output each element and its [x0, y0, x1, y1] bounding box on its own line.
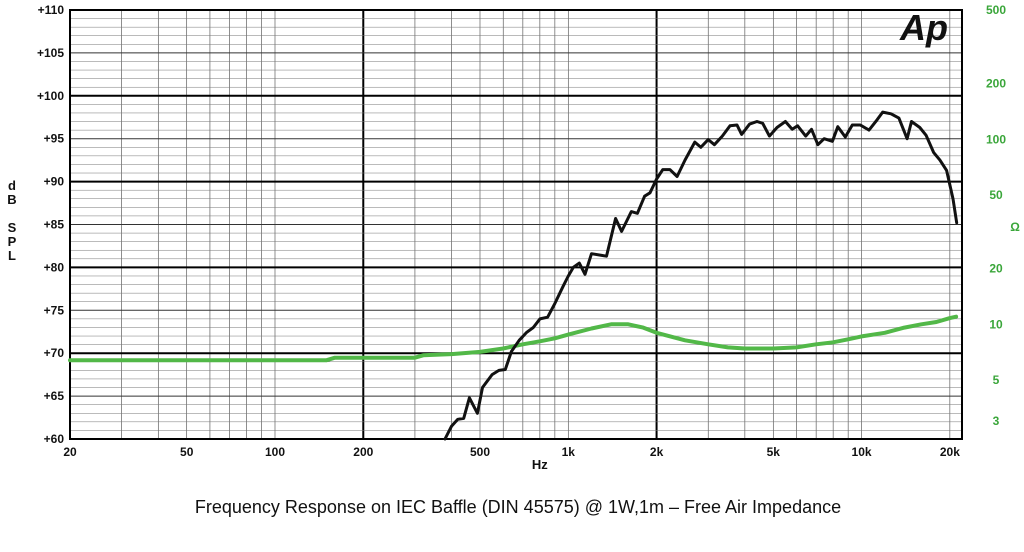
y-left-tick-label: +90: [44, 175, 65, 189]
y-left-axis-title-letter: S: [8, 220, 17, 235]
y-left-tick-label: +75: [44, 303, 65, 317]
x-tick-label: 20k: [940, 445, 960, 459]
y-left-tick-label: +110: [38, 3, 65, 17]
chart-labels: +110 +105 +100 +95 +90 +85 +80 +75 +70 +65 +60 500 2…: [7, 3, 1020, 472]
x-tick-label: 2k: [650, 445, 664, 459]
x-tick-label: 20: [63, 445, 77, 459]
y-left-axis-title-letter: d: [8, 178, 16, 193]
x-tick-label: 100: [265, 445, 285, 459]
impedance-series: [68, 314, 959, 363]
y-left-tick-label: +80: [44, 260, 65, 274]
x-tick-label: 5k: [767, 445, 781, 459]
y-right-tick-label: 100: [986, 132, 1006, 146]
y-right-tick-label: 5: [993, 373, 1000, 387]
y-left-tick-label: +60: [44, 432, 65, 446]
y-left-axis-title-letter: L: [8, 248, 16, 263]
chart-caption: Frequency Response on IEC Baffle (DIN 45…: [195, 497, 841, 517]
x-tick-label: 1k: [562, 445, 576, 459]
y-right-tick-label: 10: [989, 317, 1003, 331]
x-tick-label: 50: [180, 445, 194, 459]
y-left-axis-title-letter: P: [8, 234, 17, 249]
spl-series: [443, 110, 959, 441]
x-tick-label: 10k: [852, 445, 872, 459]
spl-line: [443, 110, 959, 441]
y-right-tick-label: 500: [986, 3, 1006, 17]
y-left-tick-label: +65: [44, 389, 65, 403]
y-left-axis-title-letter: B: [7, 192, 16, 207]
brand-logo: Ap: [899, 7, 948, 48]
impedance-line: [68, 314, 959, 363]
y-left-tick-label: +70: [44, 346, 65, 360]
x-tick-label: 200: [353, 445, 373, 459]
x-tick-label: 500: [470, 445, 490, 459]
chart-grid: [69, 9, 963, 440]
y-right-tick-label: 20: [989, 262, 1003, 276]
y-right-axis-title: Ω: [1010, 220, 1020, 234]
y-left-tick-label: +105: [37, 46, 64, 60]
y-right-tick-label: 50: [989, 188, 1003, 202]
y-left-tick-label: +100: [37, 89, 64, 103]
y-right-tick-label: 3: [993, 414, 1000, 428]
y-left-tick-label: +95: [44, 132, 65, 146]
x-axis-title: Hz: [532, 457, 548, 472]
y-right-tick-label: 200: [986, 77, 1006, 91]
y-left-tick-label: +85: [44, 218, 65, 232]
plot-frame: [69, 9, 963, 440]
